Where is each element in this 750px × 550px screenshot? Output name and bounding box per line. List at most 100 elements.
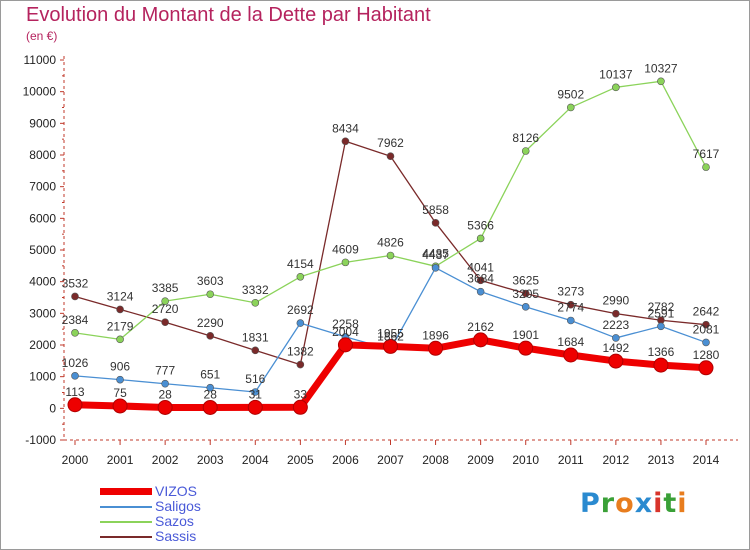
x-tick-label: 2002: [152, 453, 179, 467]
legend-item-vizos: VIZOS: [100, 484, 201, 499]
data-point-sassis: [476, 276, 485, 285]
data-label-vizos: 1896: [422, 328, 449, 342]
data-point-sazos: [476, 234, 485, 243]
data-point-sassis: [702, 320, 710, 329]
y-tick-label: 2000: [29, 338, 56, 352]
data-label-sassis: 2990: [603, 294, 630, 308]
data-label-saligos: 516: [245, 372, 265, 386]
data-label-sazos: 4826: [377, 236, 404, 250]
proxiti-logo: Proxiti: [580, 488, 688, 519]
x-tick-label: 2013: [648, 453, 675, 467]
data-point-vizos: [518, 340, 534, 356]
x-tick-label: 2014: [693, 453, 720, 467]
y-tick-label: 5000: [29, 243, 56, 257]
chart-subtitle: (en €): [26, 29, 58, 43]
data-label-sazos: 2384: [62, 313, 89, 327]
data-label-vizos: 1280: [693, 348, 720, 362]
legend-swatch: [100, 505, 152, 508]
data-point-sassis: [251, 346, 260, 355]
x-tick-label: 2001: [107, 453, 134, 467]
data-label-vizos: 2004: [332, 325, 359, 339]
data-point-sassis: [206, 332, 215, 340]
data-label-sazos: 3603: [197, 274, 224, 288]
data-label-sazos: 4154: [287, 257, 314, 271]
data-label-saligos: 906: [110, 360, 130, 374]
legend-swatch: [100, 520, 152, 523]
data-label-vizos: 31: [249, 387, 263, 401]
data-point-sassis: [116, 305, 124, 314]
data-label-saligos: 777: [155, 364, 175, 378]
data-label-vizos: 28: [204, 387, 218, 401]
data-point-sazos: [612, 83, 620, 92]
data-point-saligos: [71, 372, 79, 380]
data-point-sazos: [702, 163, 710, 171]
data-point-sassis: [386, 152, 395, 161]
x-tick-label: 2005: [287, 453, 314, 467]
x-tick-label: 2006: [332, 453, 359, 467]
data-label-sassis: 2782: [648, 300, 675, 314]
data-label-sassis: 2720: [152, 302, 179, 316]
data-point-sazos: [206, 290, 215, 299]
data-point-sassis: [161, 318, 169, 327]
data-label-vizos: 1492: [603, 341, 630, 355]
data-point-vizos: [202, 399, 218, 415]
data-point-sassis: [612, 309, 620, 318]
data-label-saligos: 2692: [287, 303, 314, 317]
x-tick-label: 2011: [558, 453, 584, 467]
data-label-saligos: 651: [200, 368, 220, 382]
data-label-sazos: 3385: [152, 281, 179, 295]
data-point-sazos: [341, 258, 350, 267]
data-point-saligos: [476, 287, 485, 296]
logo-letter: x: [634, 488, 654, 519]
data-label-sazos: 8126: [512, 131, 539, 145]
data-label-sazos: 4485: [422, 246, 449, 260]
data-label-saligos: 2223: [603, 318, 630, 332]
data-point-sassis: [71, 292, 79, 301]
data-point-saligos: [251, 388, 260, 396]
data-label-saligos: 4437: [422, 248, 449, 262]
data-label-sassis: 7962: [377, 136, 404, 150]
data-label-sazos: 10137: [599, 67, 633, 81]
data-point-vizos: [157, 399, 173, 415]
data-label-sassis: 4041: [467, 260, 494, 274]
data-point-sassis: [341, 137, 350, 146]
data-point-saligos: [702, 338, 710, 347]
y-tick-label: 6000: [29, 211, 56, 225]
data-label-vizos: 1955: [377, 326, 404, 340]
data-point-saligos: [566, 316, 575, 325]
y-tick-label: 7000: [29, 180, 56, 194]
y-tick-label: -1000: [25, 433, 56, 447]
data-label-sassis: 3124: [107, 289, 134, 303]
x-tick-label: 2003: [197, 453, 224, 467]
data-point-sazos: [657, 77, 665, 86]
data-label-sassis: 5858: [422, 203, 449, 217]
data-point-sassis: [566, 300, 575, 309]
legend-label: Sassis: [155, 528, 197, 544]
data-label-sassis: 3625: [512, 274, 539, 288]
data-point-saligos: [612, 334, 620, 342]
data-point-vizos: [247, 399, 263, 415]
logo-letter: o: [615, 488, 635, 519]
data-point-vizos: [653, 357, 669, 373]
data-label-vizos: 1901: [512, 328, 539, 342]
data-point-sassis: [521, 289, 530, 298]
data-point-sazos: [71, 329, 79, 337]
y-tick-label: 11000: [24, 53, 57, 67]
data-label-vizos: 1684: [557, 335, 584, 349]
x-tick-label: 2009: [467, 453, 494, 467]
data-point-sazos: [296, 272, 305, 281]
x-tick-label: 2007: [377, 453, 404, 467]
data-point-saligos: [296, 319, 305, 327]
data-label-saligos: 2258: [332, 317, 359, 331]
y-tick-label: 8000: [29, 148, 56, 162]
data-label-sassis: 1831: [242, 330, 269, 344]
data-label-sassis: 3273: [557, 285, 584, 299]
data-point-vizos: [112, 398, 128, 414]
data-point-saligos: [161, 379, 169, 388]
data-point-sazos: [566, 103, 575, 112]
data-point-vizos: [608, 353, 624, 369]
data-label-saligos: 1026: [62, 356, 89, 370]
data-point-sazos: [521, 147, 530, 155]
data-label-sazos: 3332: [242, 283, 269, 297]
